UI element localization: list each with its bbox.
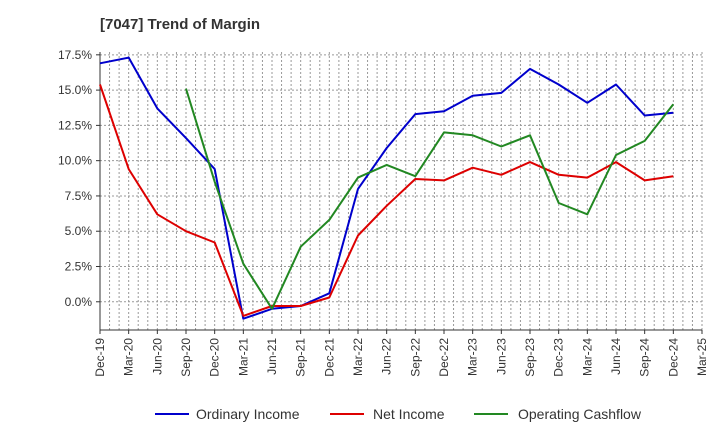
series-layer — [99, 56, 675, 320]
legend-label-net-income: Net Income — [373, 406, 445, 422]
x-tick-label: Sep-20 — [179, 338, 193, 377]
x-tick-label: Mar-21 — [236, 338, 250, 376]
x-tick-label: Dec-23 — [552, 338, 566, 377]
x-tick-label: Dec-21 — [322, 338, 336, 377]
x-tick-label: Dec-22 — [437, 338, 451, 377]
x-tick-label: Sep-24 — [638, 338, 652, 377]
grid-layer — [99, 52, 703, 330]
chart-title: [7047] Trend of Margin — [100, 16, 261, 33]
y-tick-label: 15.0% — [58, 83, 92, 97]
x-tick-label: Dec-20 — [208, 338, 222, 377]
y-tick-label: 7.5% — [65, 189, 93, 203]
y-tick-label: 12.5% — [58, 118, 92, 132]
x-tick-label: Dec-19 — [93, 338, 107, 377]
x-tick-label: Sep-21 — [294, 338, 308, 377]
y-tick-label: 0.0% — [65, 295, 93, 309]
x-tick-label: Mar-23 — [466, 338, 480, 376]
y-tick-label: 17.5% — [58, 48, 92, 62]
x-tick-label: Sep-23 — [523, 338, 537, 377]
x-tick-label: Mar-22 — [351, 338, 365, 376]
axes-layer: 0.0% 2.5% 5.0% 7.5% 10.0% 12.5% 15.0% 17.5% Dec-… — [58, 48, 709, 377]
plot-area — [100, 52, 702, 330]
series-line-net-income — [99, 84, 674, 317]
y-tick-label: 10.0% — [58, 154, 92, 168]
series-line-ordinary-income — [99, 56, 674, 320]
x-tick-label: Jun-23 — [494, 338, 508, 375]
legend-label-ordinary-income: Ordinary Income — [196, 406, 300, 422]
legend-label-operating-cashflow: Operating Cashflow — [518, 406, 642, 422]
x-tick-label: Jun-21 — [265, 338, 279, 375]
x-tick-label: Dec-24 — [666, 338, 680, 377]
x-tick-label: Mar-24 — [580, 338, 594, 376]
x-tick-label: Mar-20 — [122, 338, 136, 376]
legend: Ordinary Income Net Income Operating Cashf… — [155, 406, 642, 422]
x-tick-label: Mar-25 — [695, 338, 709, 376]
x-tick-label: Jun-22 — [380, 338, 394, 375]
x-tick-label: Jun-24 — [609, 338, 623, 375]
series-line-operating-cashflow — [185, 88, 675, 310]
x-tick-label: Sep-22 — [408, 338, 422, 377]
y-tick-label: 5.0% — [65, 224, 93, 238]
y-tick-label: 2.5% — [65, 259, 93, 273]
x-tick-label: Jun-20 — [150, 338, 164, 375]
